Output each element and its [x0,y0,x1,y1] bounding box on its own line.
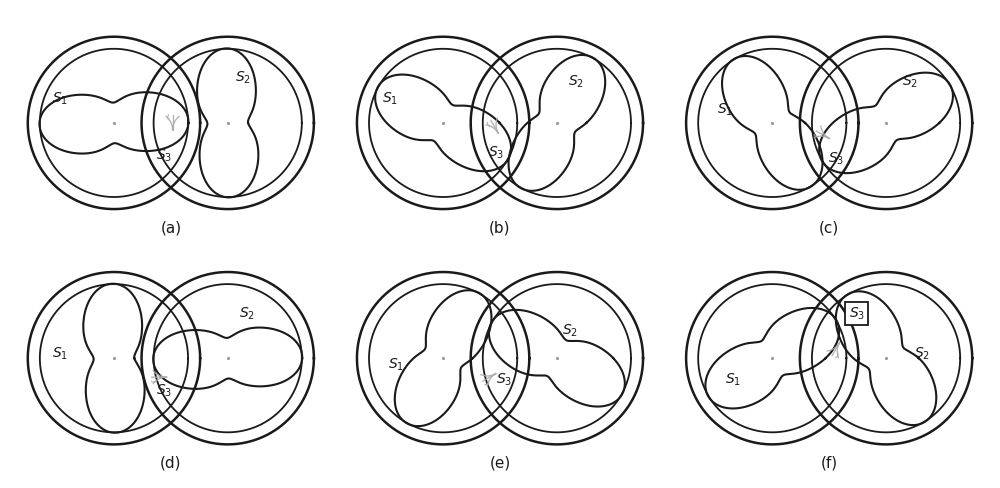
Text: $S_2$: $S_2$ [902,73,918,90]
Text: $S_1$: $S_1$ [52,91,69,107]
Text: $S_3$: $S_3$ [156,147,172,164]
Text: (b): (b) [489,221,511,236]
Text: (f): (f) [821,456,838,471]
Text: $S_2$: $S_2$ [562,323,578,339]
Text: (d): (d) [160,456,182,471]
Text: $S_1$: $S_1$ [388,357,404,373]
Text: (e): (e) [489,456,511,471]
Text: $S_3$: $S_3$ [488,145,504,161]
Text: $S_2$: $S_2$ [914,346,930,362]
Text: $S_3$: $S_3$ [496,371,512,388]
Text: (c): (c) [819,221,839,236]
Text: $S_3$: $S_3$ [828,151,844,167]
Text: $S_3$: $S_3$ [156,383,172,399]
Text: $S_1$: $S_1$ [52,346,69,362]
Text: $S_1$: $S_1$ [382,91,398,107]
Text: $S_2$: $S_2$ [235,70,251,86]
Text: (a): (a) [160,221,181,236]
Text: $S_2$: $S_2$ [239,305,255,322]
Text: $S_3$: $S_3$ [849,305,865,322]
Text: $S_1$: $S_1$ [725,371,742,388]
Text: $S_1$: $S_1$ [717,102,733,118]
Text: $S_2$: $S_2$ [568,73,584,90]
